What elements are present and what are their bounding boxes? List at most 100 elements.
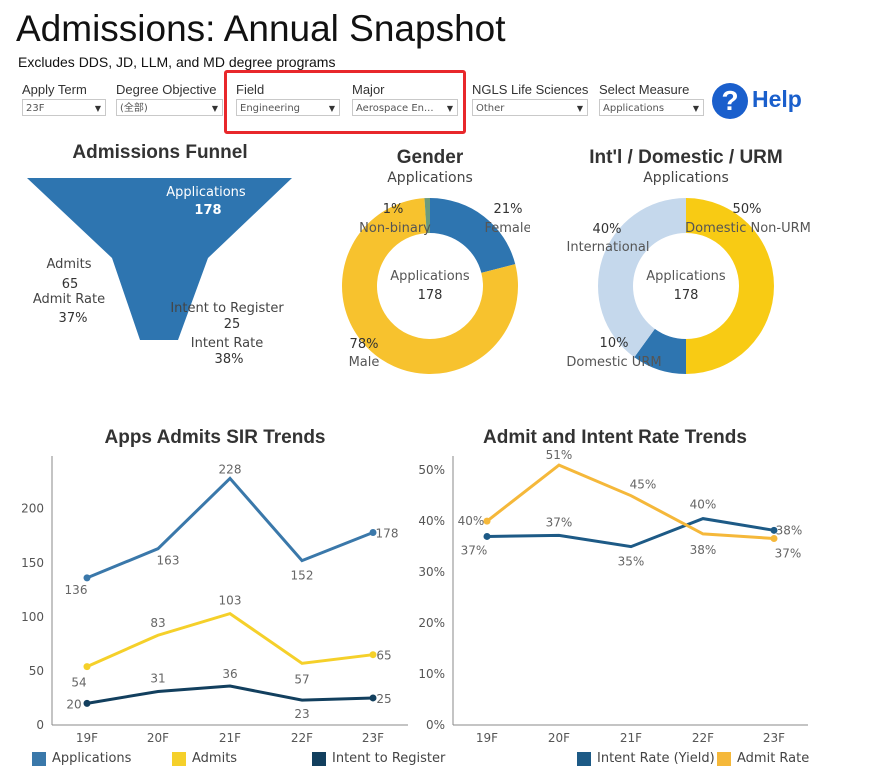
donut-slice-domestic-non-urm[interactable] [686,198,774,374]
data-point[interactable] [369,694,377,702]
filter-label: Major [352,82,385,97]
dropdown-arrow-icon: ▼ [94,104,101,113]
legend-admits[interactable]: Admits [172,751,237,766]
female-label: Female [484,221,530,236]
series-line-admit-rate[interactable] [486,463,775,540]
legend-admit-rate[interactable]: Admit Rate [717,751,809,766]
legend-label: Admit Rate [737,751,810,766]
legend-swatch [32,751,46,766]
data-label: 31 [150,671,165,685]
highlight-box [224,70,466,134]
question-icon[interactable]: ? [712,83,748,119]
data-label: 103 [219,594,242,608]
data-label: 40% [458,514,485,528]
field-select[interactable]: Engineering ▼ [236,99,340,116]
legend-applications[interactable]: Applications [32,751,131,766]
female-pct: 21% [494,202,523,217]
filter-apply-term: Apply Term 23F ▼ [22,82,106,116]
donut-slice-domestic-urm[interactable] [634,328,686,374]
legend-intent-to-register[interactable]: Intent to Register [312,751,445,766]
data-label: 35% [618,555,645,569]
nonbinary-label: Non-binary [359,221,431,236]
rates-title: Admit and Intent Rate Trends [483,427,747,448]
intl-donut: Applications 178 50% Domestic Non-URM 10… [566,198,811,374]
x-tick-label: 22F [291,731,313,745]
funnel-admits-label: Admits [46,257,91,272]
gender-center-value: 178 [418,288,443,303]
domestic-urm-label: Domestic URM [566,355,661,370]
data-point[interactable] [483,517,491,525]
filter-value: Aerospace En... [356,103,434,114]
data-label: 36 [222,667,237,681]
legend-label: Intent to Register [332,751,446,766]
data-label: 20 [66,697,81,711]
international-label: International [567,240,650,255]
x-tick-label: 22F [692,731,714,745]
data-point[interactable] [770,526,778,534]
ngls-select[interactable]: Other ▼ [472,99,588,116]
donut-slice-international[interactable] [598,198,686,358]
legend-swatch [717,751,731,766]
gender-donut: Applications 178 21% Female 78% Male 1% … [342,198,530,374]
legend-swatch [577,751,591,766]
data-label: 38% [690,543,717,557]
data-point[interactable] [770,534,778,542]
domestic-nonurm-pct: 50% [733,202,762,217]
filter-value: Engineering [240,103,300,114]
measure-select[interactable]: Applications ▼ [599,99,704,116]
donut-slice-male[interactable] [342,198,518,374]
filter-label: Field [236,82,265,97]
funnel-intent-value: 25 [224,317,241,332]
filter-select-measure: Select Measure Applications ▼ [599,82,704,116]
data-point[interactable] [483,532,491,540]
donut-slice-non-binary[interactable] [424,198,430,234]
data-label: 228 [219,462,242,476]
degree-objective-select[interactable]: (全部) ▼ [116,99,223,116]
funnel-admit-rate-value: 37% [59,311,88,326]
donut-slice-female[interactable] [430,198,516,273]
filter-field: Field Engineering ▼ [236,82,340,116]
gender-center-label: Applications [390,269,470,284]
x-tick-label: 23F [763,731,785,745]
data-label: 163 [157,554,180,568]
funnel-intent-rate-value: 38% [215,352,244,367]
data-label: 37% [775,546,802,560]
funnel-title: Admissions Funnel [72,142,248,163]
data-point[interactable] [83,699,91,707]
series-line-applications[interactable] [86,476,374,580]
funnel-applications-label: Applications [166,185,246,200]
data-point[interactable] [369,528,377,536]
filter-label: Degree Objective [116,82,217,97]
series-line-admits[interactable] [86,611,374,668]
intl-subtitle: Applications [643,170,729,186]
apply-term-select[interactable]: 23F ▼ [22,99,106,116]
data-label: 37% [461,543,488,557]
page-title: Admissions: Annual Snapshot [16,8,506,49]
data-label: 37% [546,515,573,529]
x-tick-label: 20F [548,731,570,745]
data-label: 23 [294,707,309,721]
data-label: 65 [376,649,391,663]
international-pct: 40% [593,222,622,237]
data-point[interactable] [369,651,377,659]
x-tick-label: 21F [620,731,642,745]
y-tick-label: 150 [21,556,44,570]
funnel-shape[interactable] [27,178,292,340]
data-point[interactable] [83,663,91,671]
legend-intent-rate[interactable]: Intent Rate (Yield) [577,751,715,766]
data-label: 45% [630,478,657,492]
legend-label: Applications [52,751,132,766]
major-select[interactable]: Aerospace En... ▼ [352,99,458,116]
legend-label: Intent Rate (Yield) [597,751,715,766]
y-tick-label: 0% [426,718,445,732]
help-link[interactable]: Help [752,86,802,112]
dropdown-arrow-icon: ▼ [328,104,335,113]
apps-admits-sir-chart: 0 50 100 150 200 19F 20F 21F 22F 23F 136 163 228 152 1… [21,456,408,745]
y-tick-label: 30% [418,565,445,579]
series-line-intent-to-register[interactable] [86,684,374,705]
series-line-intent-rate-yield-[interactable] [486,517,775,549]
male-pct: 78% [350,337,379,352]
x-tick-label: 23F [362,731,384,745]
data-point[interactable] [83,574,91,582]
y-tick-label: 100 [21,610,44,624]
